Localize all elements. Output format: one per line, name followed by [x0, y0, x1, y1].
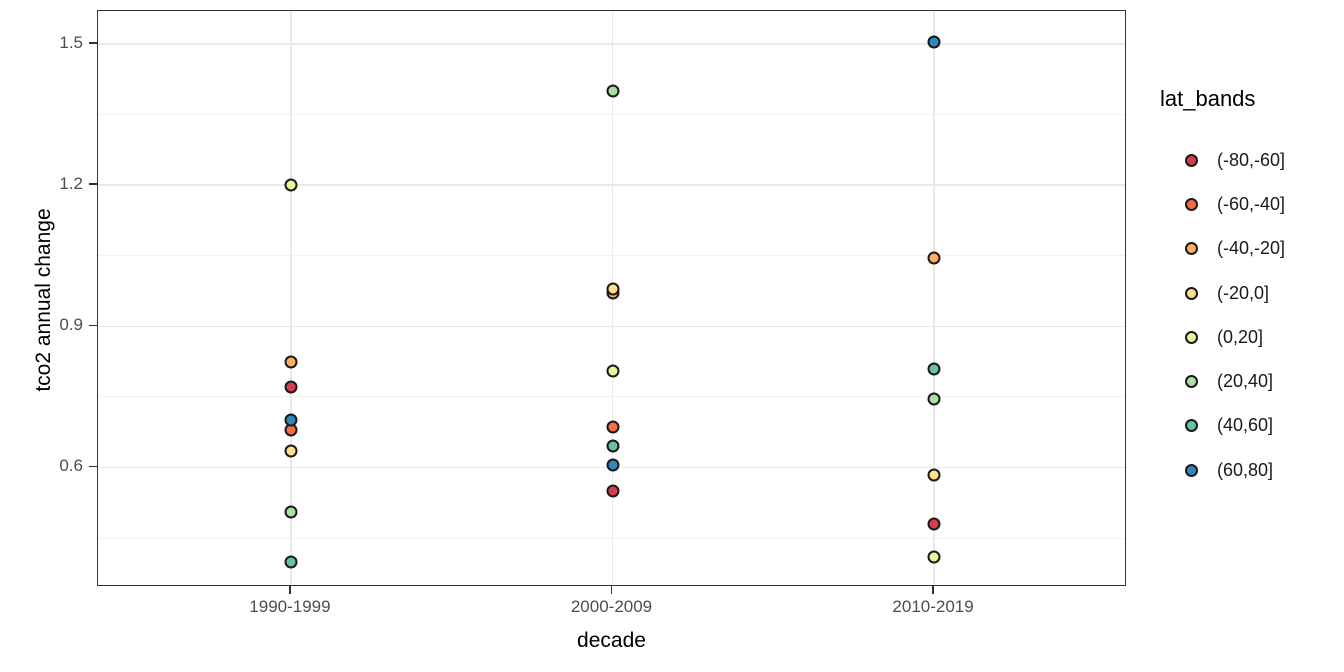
y-tick-label: 0.6	[59, 456, 83, 476]
legend-item-label: (40,60]	[1217, 415, 1274, 436]
legend-item-label: (-80,-60]	[1217, 149, 1286, 170]
y-axis-title: tco2 annual change	[32, 208, 55, 392]
legend-swatch-icon	[1185, 197, 1198, 211]
y-tick-mark	[89, 465, 97, 468]
category-gridline	[290, 11, 292, 585]
x-tick-mark	[610, 586, 613, 594]
legend-swatch-icon	[1185, 375, 1198, 389]
data-point	[284, 178, 298, 192]
major-gridline	[98, 325, 1125, 328]
data-point	[606, 484, 619, 498]
x-tick-mark	[289, 586, 291, 594]
minor-gridline	[98, 396, 1125, 398]
data-point	[284, 505, 298, 519]
data-point	[284, 413, 298, 427]
data-point	[927, 251, 941, 265]
data-point	[606, 420, 619, 434]
x-tick-mark	[932, 586, 934, 594]
y-tick-label: 1.2	[59, 174, 83, 194]
data-point	[284, 444, 298, 458]
legend-swatch-icon	[1185, 330, 1198, 344]
legend-item-label: (-40,-20]	[1217, 238, 1286, 259]
legend: lat_bands (-80,-60] (-60,-40] (-40,-20] (-2…	[1160, 86, 1344, 492]
data-point	[284, 555, 298, 569]
category-gridline	[933, 11, 935, 585]
y-tick-mark	[89, 183, 97, 185]
data-point	[927, 392, 941, 406]
y-tick-label: 0.9	[59, 315, 83, 335]
legend-swatch-icon	[1185, 286, 1198, 300]
x-tick-label: 1990-1999	[249, 597, 331, 616]
legend-item: (0,20]	[1160, 315, 1344, 359]
data-point	[606, 84, 619, 98]
legend-item: (-20,0]	[1160, 271, 1344, 315]
legend-item: (60,80]	[1160, 448, 1344, 492]
legend-item-label: (-60,-40]	[1217, 193, 1286, 214]
data-point	[606, 282, 619, 296]
legend-swatch-icon	[1185, 419, 1198, 433]
legend-item: (-60,-40]	[1160, 182, 1344, 226]
x-axis-title: decade	[577, 629, 646, 652]
legend-item-label: (20,40]	[1217, 371, 1274, 392]
major-gridline	[98, 43, 1125, 45]
minor-gridline	[98, 114, 1125, 116]
data-point	[606, 364, 619, 378]
legend-item-label: (60,80]	[1217, 459, 1274, 480]
x-tick-label: 2000-2009	[570, 597, 653, 616]
minor-gridline	[98, 537, 1125, 539]
data-point	[284, 380, 298, 394]
legend-swatch-icon	[1185, 242, 1198, 256]
legend-item: (-80,-60]	[1160, 138, 1344, 182]
y-tick-mark	[89, 42, 97, 44]
data-point	[927, 35, 941, 49]
plot-panel	[97, 10, 1126, 586]
y-tick-label: 1.5	[59, 32, 83, 52]
minor-gridline	[98, 255, 1125, 257]
data-point	[927, 550, 941, 564]
legend-swatch-icon	[1185, 463, 1198, 477]
y-tick-mark	[89, 324, 97, 327]
legend-item-label: (-20,0]	[1217, 282, 1270, 303]
major-gridline	[98, 184, 1125, 186]
legend-item-label: (0,20]	[1217, 326, 1264, 347]
data-point	[606, 458, 619, 472]
legend-item: (40,60]	[1160, 404, 1344, 448]
legend-items: (-80,-60] (-60,-40] (-40,-20] (-20,0] (0,20]…	[1160, 138, 1344, 492]
legend-item: (-40,-20]	[1160, 227, 1344, 271]
legend-title: lat_bands	[1160, 86, 1256, 111]
data-point	[284, 355, 298, 369]
legend-item: (20,40]	[1160, 359, 1344, 403]
legend-swatch-icon	[1185, 153, 1198, 167]
data-point	[927, 468, 941, 482]
data-point	[927, 517, 941, 531]
data-point	[927, 362, 941, 376]
x-tick-label: 2010-2019	[892, 597, 974, 616]
data-point	[606, 439, 619, 453]
